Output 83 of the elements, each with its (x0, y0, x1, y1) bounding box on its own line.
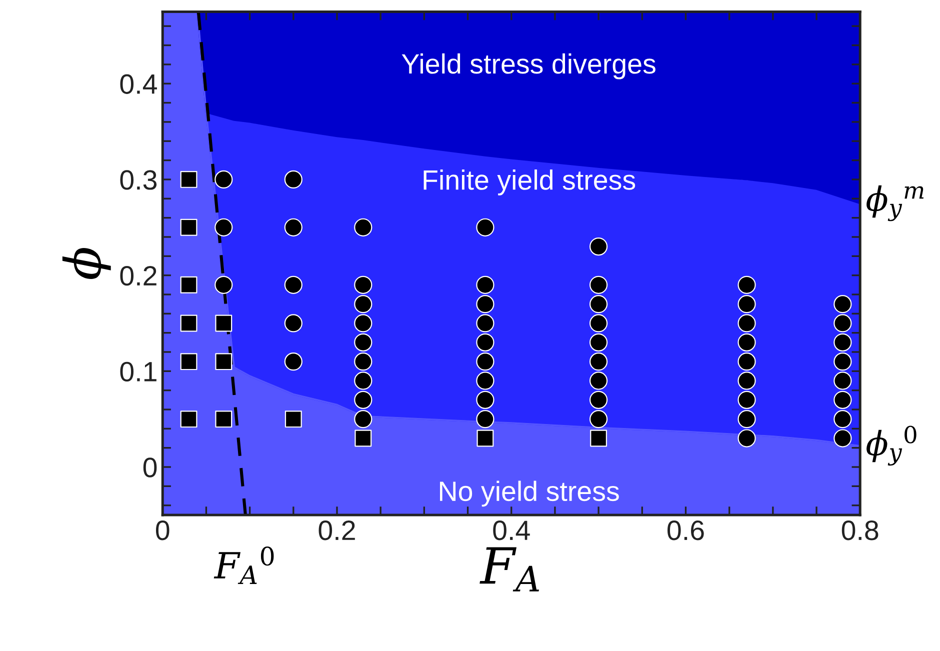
point (180, 314, 198, 332)
point (834, 390, 852, 409)
point (589, 333, 608, 352)
point (354, 390, 372, 409)
point (180, 218, 198, 236)
point (834, 333, 852, 352)
point (834, 314, 852, 332)
point (354, 430, 372, 447)
point (738, 276, 756, 294)
x-tick-label: 0.4 (493, 520, 530, 540)
point (589, 237, 608, 256)
point (354, 333, 372, 352)
point (476, 352, 494, 371)
text: F$_{A}$$^{0}$ (214, 546, 274, 584)
point (354, 352, 372, 371)
point (214, 276, 233, 294)
point (738, 295, 756, 314)
point (180, 276, 198, 294)
point (284, 170, 302, 189)
point (354, 295, 372, 314)
point (354, 218, 372, 236)
x-tick-label: 0.8 (842, 520, 878, 540)
point (834, 352, 852, 371)
point (214, 218, 233, 236)
point (354, 276, 372, 294)
x-tick-label: 0.2 (318, 520, 355, 540)
x-tick-label: 0.6 (668, 520, 704, 540)
point (834, 410, 852, 428)
point (180, 353, 198, 370)
x-tick-label: 0 (156, 520, 170, 540)
point (476, 218, 494, 236)
y-axis-title: ϕ (62, 248, 111, 280)
y-tick-label: 0.4 (120, 74, 157, 94)
point (589, 390, 608, 409)
annotation: No yield stress (440, 480, 619, 507)
point (476, 295, 494, 314)
point (834, 295, 852, 314)
y-tick-label: 0 (143, 458, 157, 478)
point (834, 372, 852, 390)
annotation: Yield stress diverges (402, 53, 656, 80)
text: ϕ$_{y}$$^{m}$ (866, 185, 924, 222)
point (738, 352, 756, 371)
point (738, 372, 756, 390)
point (284, 218, 302, 236)
point (590, 430, 608, 447)
x-axis-title: F$_{A}$ (480, 547, 540, 592)
annotation: Finite yield stress (424, 169, 636, 196)
point (476, 410, 494, 428)
point (476, 314, 494, 332)
point (589, 314, 608, 332)
point (738, 390, 756, 409)
point (589, 295, 608, 314)
point (738, 314, 756, 332)
point (215, 410, 232, 428)
point (354, 410, 372, 428)
point (476, 390, 494, 409)
y-tick-label: 0.1 (120, 362, 156, 382)
y-tick-label: 0.2 (120, 266, 156, 286)
point (589, 276, 608, 294)
point (738, 333, 756, 352)
point (589, 372, 608, 390)
point (476, 372, 494, 390)
text: ϕ$_{y}$$^{0}$ (866, 426, 916, 466)
point (284, 314, 302, 332)
y-tick-label: 0.3 (120, 170, 157, 190)
point (214, 170, 233, 189)
point (589, 410, 608, 428)
point (738, 410, 756, 428)
point (180, 170, 198, 188)
point (354, 372, 372, 390)
point (284, 410, 302, 428)
point (215, 314, 232, 332)
point (284, 352, 302, 371)
point (738, 429, 756, 448)
point (476, 430, 494, 447)
point (284, 276, 302, 294)
point (215, 353, 232, 370)
point (589, 352, 608, 371)
point (354, 314, 372, 332)
point (476, 333, 494, 352)
point (476, 276, 494, 294)
point (834, 429, 852, 448)
point (180, 410, 198, 428)
